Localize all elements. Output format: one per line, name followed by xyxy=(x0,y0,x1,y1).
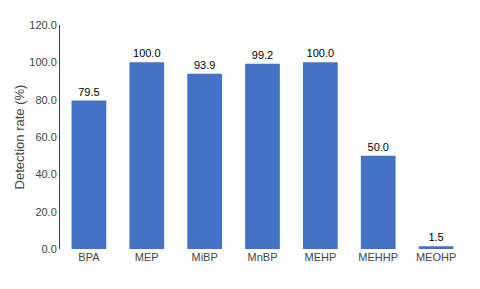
svg-text:MEHP: MEHP xyxy=(304,251,336,263)
svg-text:100.0: 100.0 xyxy=(133,47,161,59)
svg-text:79.5: 79.5 xyxy=(78,86,99,98)
svg-text:60.0: 60.0 xyxy=(35,131,56,143)
svg-text:80.0: 80.0 xyxy=(35,94,56,106)
svg-text:120.0: 120.0 xyxy=(29,19,57,31)
svg-text:100.0: 100.0 xyxy=(29,56,57,68)
svg-text:40.0: 40.0 xyxy=(35,168,56,180)
svg-text:100.0: 100.0 xyxy=(307,47,335,59)
svg-text:50.0: 50.0 xyxy=(368,141,389,153)
svg-text:MEP: MEP xyxy=(135,251,159,263)
svg-text:1.5: 1.5 xyxy=(428,231,443,243)
svg-text:MEOHP: MEOHP xyxy=(416,251,456,263)
svg-text:MiBP: MiBP xyxy=(191,251,217,263)
svg-text:MnBP: MnBP xyxy=(248,251,278,263)
svg-text:99.2: 99.2 xyxy=(252,49,273,61)
svg-text:20.0: 20.0 xyxy=(35,206,56,218)
svg-text:0.0: 0.0 xyxy=(42,243,57,255)
svg-text:Detection rate (%): Detection rate (%) xyxy=(12,85,27,190)
svg-text:BPA: BPA xyxy=(78,251,100,263)
svg-text:MEHHP: MEHHP xyxy=(358,251,398,263)
svg-text:93.9: 93.9 xyxy=(194,59,215,71)
